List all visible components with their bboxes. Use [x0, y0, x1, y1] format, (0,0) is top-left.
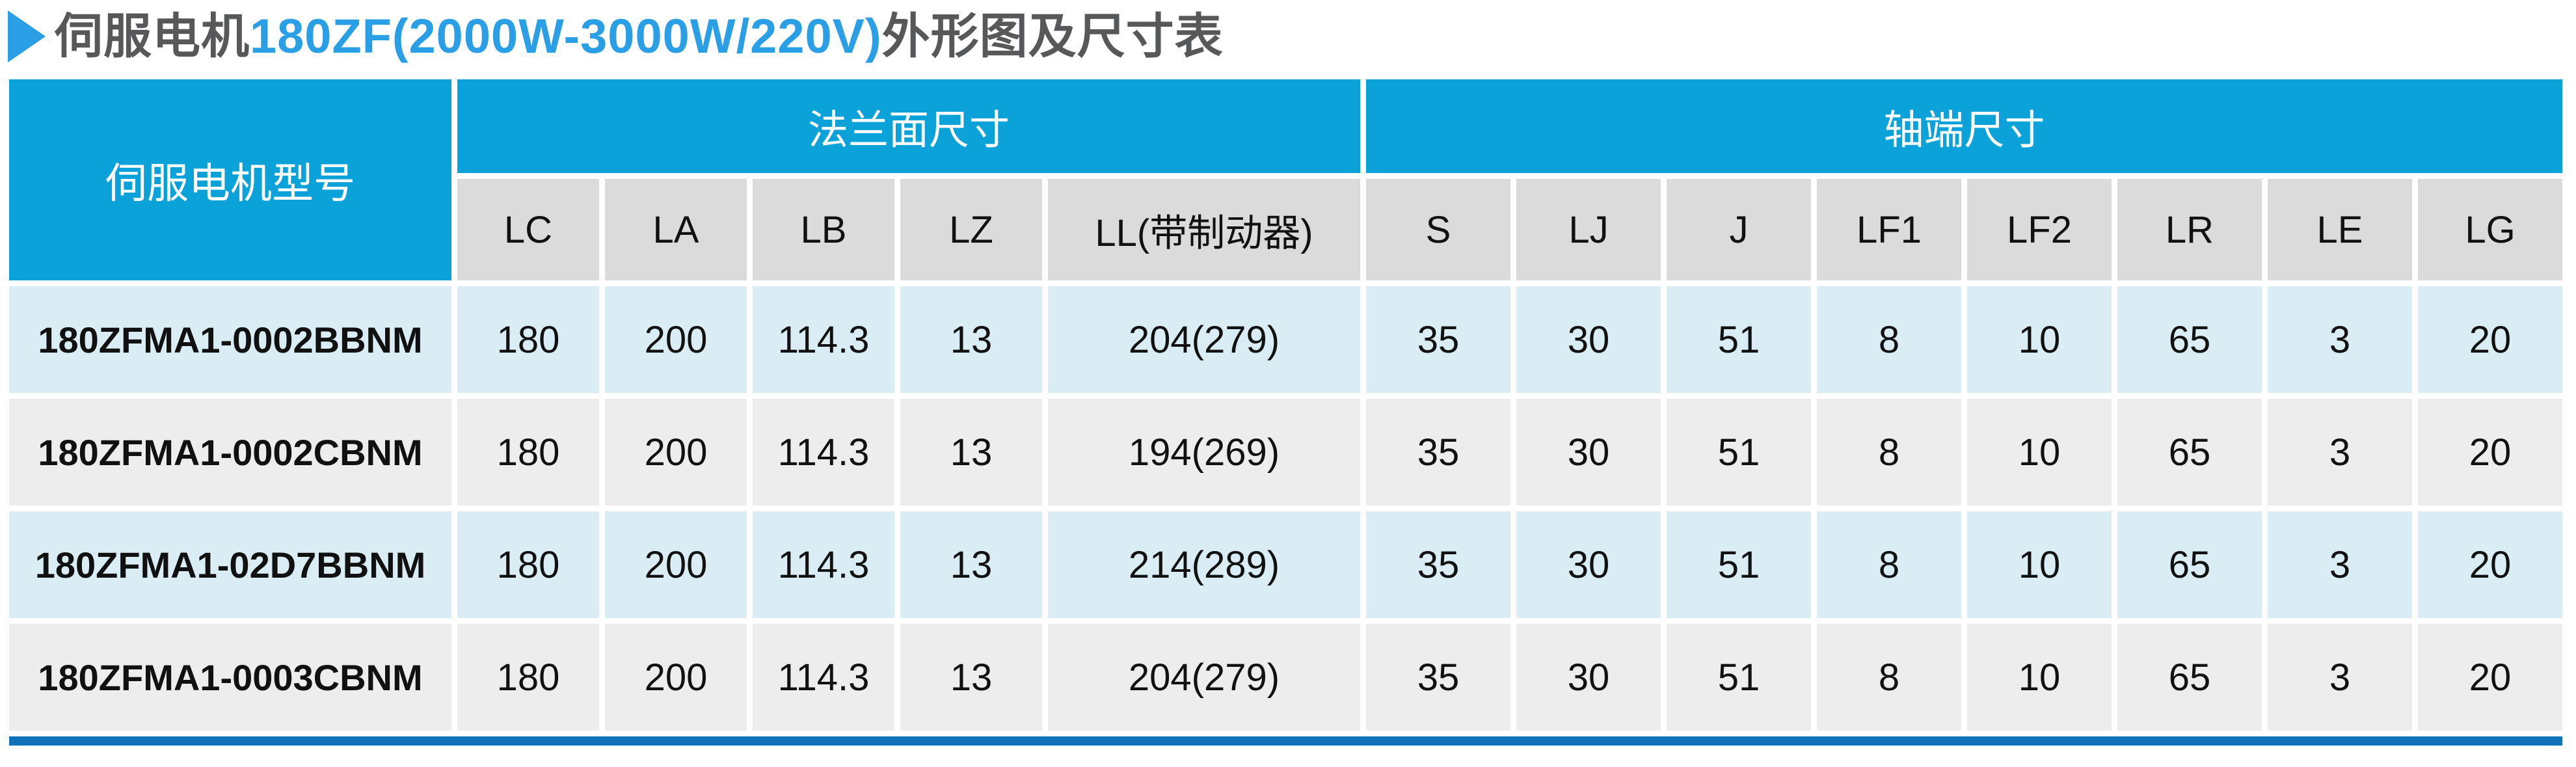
column-header-model: 伺服电机型号: [9, 79, 451, 280]
table-cell: 8: [1817, 511, 1961, 618]
table-cell: 180: [457, 286, 599, 393]
table-cell: 204(279): [1048, 286, 1360, 393]
column-header-lf2: LF2: [1967, 179, 2112, 280]
table-cell: 30: [1516, 511, 1661, 618]
title-marker-icon: [8, 10, 46, 62]
table-cell: 180: [457, 624, 599, 731]
table-cell: 30: [1516, 624, 1661, 731]
table-row-model: 180ZFMA1-02D7BBNM: [9, 511, 451, 618]
table-cell: 35: [1366, 624, 1510, 731]
column-header-lg: LG: [2418, 179, 2562, 280]
table-cell: 10: [1967, 624, 2112, 731]
table-cell: 10: [1967, 399, 2112, 505]
table-cell: 180: [457, 511, 599, 618]
table-cell: 200: [605, 511, 747, 618]
table-cell: 51: [1667, 624, 1811, 731]
table-row-model: 180ZFMA1-0002CBNM: [9, 399, 451, 505]
table-row-model: 180ZFMA1-0003CBNM: [9, 624, 451, 731]
table-cell: 51: [1667, 399, 1811, 505]
title-suffix: 外形图及尺寸表: [881, 9, 1224, 63]
table-cell: 10: [1967, 511, 2112, 618]
group-header-flange-dimensions: 法兰面尺寸: [457, 79, 1360, 173]
table-cell: 51: [1667, 286, 1811, 393]
table-cell: 10: [1967, 286, 2112, 393]
table-cell: 114.3: [753, 624, 894, 731]
table-cell: 114.3: [753, 286, 894, 393]
page-title: 伺服电机180ZF(2000W-3000W/220V)外形图及尺寸表: [8, 4, 1224, 69]
table-cell: 20: [2418, 286, 2562, 393]
table-cell: 13: [900, 286, 1042, 393]
table-cell: 65: [2117, 286, 2262, 393]
servo-motor-dimension-table: 伺服电机型号 法兰面尺寸 轴端尺寸 LC LA LB LZ LL(带制动器) S…: [9, 79, 2562, 746]
table-cell: 8: [1817, 624, 1961, 731]
table-cell: 3: [2268, 286, 2412, 393]
table-cell: 114.3: [753, 511, 894, 618]
table-cell: 200: [605, 286, 747, 393]
title-prefix: 伺服电机: [55, 9, 250, 63]
table-cell: 20: [2418, 511, 2562, 618]
column-header-lr: LR: [2117, 179, 2262, 280]
table-cell: 13: [900, 399, 1042, 505]
table-cell: 3: [2268, 511, 2412, 618]
column-header-le: LE: [2268, 179, 2412, 280]
table-cell: 114.3: [753, 399, 894, 505]
column-header-lb: LB: [753, 179, 894, 280]
table-cell: 65: [2117, 511, 2262, 618]
table-cell: 180: [457, 399, 599, 505]
table-cell: 214(289): [1048, 511, 1360, 618]
table-cell: 35: [1366, 286, 1510, 393]
table-cell: 3: [2268, 399, 2412, 505]
table-cell: 51: [1667, 511, 1811, 618]
table-cell: 35: [1366, 399, 1510, 505]
table-cell: 194(269): [1048, 399, 1360, 505]
table-cell: 30: [1516, 399, 1661, 505]
column-header-lc: LC: [457, 179, 599, 280]
table-cell: 20: [2418, 624, 2562, 731]
column-header-j: J: [1667, 179, 1811, 280]
table-cell: 200: [605, 399, 747, 505]
table-cell: 20: [2418, 399, 2562, 505]
table-cell: 30: [1516, 286, 1661, 393]
table-cell: 65: [2117, 624, 2262, 731]
table-bottom-accent-bar: [9, 736, 2562, 746]
table-cell: 13: [900, 624, 1042, 731]
table-cell: 200: [605, 624, 747, 731]
column-header-lj: LJ: [1516, 179, 1661, 280]
column-header-ll-with-brake: LL(带制动器): [1048, 179, 1360, 280]
title-model-code: 180ZF(2000W-3000W/220V): [250, 9, 882, 63]
table-cell: 13: [900, 511, 1042, 618]
table-cell: 65: [2117, 399, 2262, 505]
table-cell: 204(279): [1048, 624, 1360, 731]
table-row-model: 180ZFMA1-0002BBNM: [9, 286, 451, 393]
column-header-lz: LZ: [900, 179, 1042, 280]
table-cell: 3: [2268, 624, 2412, 731]
table-cell: 8: [1817, 286, 1961, 393]
column-header-s: S: [1366, 179, 1510, 280]
table-cell: 35: [1366, 511, 1510, 618]
column-header-lf1: LF1: [1817, 179, 1961, 280]
page-title-text: 伺服电机180ZF(2000W-3000W/220V)外形图及尺寸表: [55, 12, 1224, 61]
table-cell: 8: [1817, 399, 1961, 505]
group-header-shaft-dimensions: 轴端尺寸: [1366, 79, 2562, 173]
column-header-la: LA: [605, 179, 747, 280]
